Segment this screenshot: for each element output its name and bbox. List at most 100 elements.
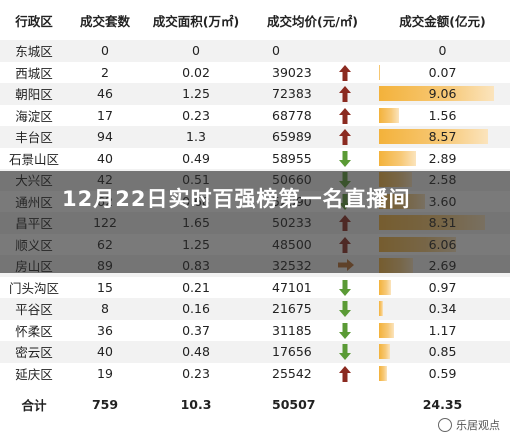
price-value: 39023 (272, 64, 312, 80)
amount-bar (379, 107, 399, 123)
amount-value: 0.59 (428, 365, 457, 381)
cell-area: 0.23 (142, 362, 250, 384)
price-value: 68778 (272, 107, 312, 123)
cell-units: 17 (68, 104, 142, 126)
cell-units: 15 (68, 276, 142, 298)
amount-value: 8.57 (428, 129, 457, 145)
overlay-title: 12月22日实时百强榜第一名直播间 (62, 187, 411, 211)
table-row: 延庆区 19 0.23 25542 0.59 (0, 362, 510, 384)
trend-down-arrow-icon (338, 279, 352, 296)
cell-district: 延庆区 (0, 362, 68, 384)
total-label: 合计 (0, 384, 68, 424)
cell-price: 31185 (250, 319, 375, 341)
cell-area: 0.16 (142, 298, 250, 320)
cell-area: 0 (142, 40, 250, 62)
price-value: 58955 (272, 150, 312, 166)
cell-units: 94 (68, 126, 142, 148)
cell-price: 17656 (250, 341, 375, 363)
table-row: 海淀区 17 0.23 68778 1.56 (0, 104, 510, 126)
price-value: 25542 (272, 365, 312, 381)
cell-area: 0.49 (142, 147, 250, 169)
cell-price: 0 (250, 40, 375, 62)
amount-bar (379, 301, 384, 316)
title-overlay (0, 171, 510, 273)
header-area: 成交面积(万㎡) (142, 0, 250, 40)
trend-down-arrow-icon (338, 322, 352, 339)
price-value: 72383 (272, 86, 312, 102)
table-row: 丰台区 94 1.3 65989 8.57 (0, 126, 510, 148)
cell-amount: 9.06 (375, 83, 510, 105)
cell-district: 平谷区 (0, 298, 68, 320)
cell-area: 1.3 (142, 126, 250, 148)
cell-price: 58955 (250, 147, 375, 169)
cell-district: 石景山区 (0, 147, 68, 169)
amount-bar (379, 365, 387, 381)
price-value: 47101 (272, 279, 312, 295)
total-price: 50507 (250, 384, 375, 424)
cell-amount: 8.57 (375, 126, 510, 148)
cell-units: 19 (68, 362, 142, 384)
trend-up-arrow-icon (338, 365, 352, 382)
cell-district: 东城区 (0, 40, 68, 62)
cell-amount: 1.17 (375, 319, 510, 341)
price-value: 21675 (272, 301, 312, 317)
trend-down-arrow-icon (338, 344, 352, 360)
trend-down-arrow-icon (338, 301, 352, 317)
amount-value: 0.07 (428, 64, 457, 80)
total-row: 合计 759 10.3 50507 24.35 (0, 384, 510, 424)
price-value: 0 (272, 43, 280, 59)
amount-bar (379, 129, 488, 144)
cell-area: 0.37 (142, 319, 250, 341)
amount-value: 9.06 (428, 86, 457, 102)
cell-area: 0.02 (142, 61, 250, 83)
header-units: 成交套数 (68, 0, 142, 40)
cell-units: 36 (68, 319, 142, 341)
amount-bar (379, 150, 416, 166)
cell-units: 0 (68, 40, 142, 62)
cell-units: 2 (68, 61, 142, 83)
table-row: 西城区 2 0.02 39023 0.07 (0, 61, 510, 83)
cell-units: 40 (68, 341, 142, 363)
table-row: 东城区 0 0 0 0 (0, 40, 510, 62)
amount-value: 2.89 (428, 150, 457, 166)
cell-price: 25542 (250, 362, 375, 384)
table-row: 平谷区 8 0.16 21675 0.34 (0, 298, 510, 320)
table-row: 石景山区 40 0.49 58955 2.89 (0, 147, 510, 169)
amount-bar (379, 86, 495, 101)
header-amount: 成交金额(亿元) (375, 0, 510, 40)
table-row: 密云区 40 0.48 17656 0.85 (0, 341, 510, 363)
cell-units: 8 (68, 298, 142, 320)
cell-price: 39023 (250, 61, 375, 83)
price-value: 65989 (272, 129, 312, 145)
cell-units: 40 (68, 147, 142, 169)
amount-value: 0.97 (428, 279, 457, 295)
cell-amount: 0 (375, 40, 510, 62)
header-district: 行政区 (0, 0, 68, 40)
amount-value: 1.56 (428, 107, 457, 123)
watermark: 乐居观点 (438, 417, 500, 433)
table-row: 门头沟区 15 0.21 47101 0.97 (0, 276, 510, 298)
trend-up-arrow-icon (338, 86, 352, 102)
cell-district: 西城区 (0, 61, 68, 83)
cell-area: 0.48 (142, 341, 250, 363)
amount-value: 1.17 (428, 322, 457, 338)
cell-amount: 1.56 (375, 104, 510, 126)
cell-price: 21675 (250, 298, 375, 320)
cell-district: 朝阳区 (0, 83, 68, 105)
cell-price: 65989 (250, 126, 375, 148)
trend-down-arrow-icon (338, 150, 352, 167)
cell-area: 0.23 (142, 104, 250, 126)
trend-up-arrow-icon (338, 64, 352, 81)
cell-amount: 0.85 (375, 341, 510, 363)
cell-area: 1.25 (142, 83, 250, 105)
watermark-logo-icon (438, 418, 452, 432)
cell-amount: 0.07 (375, 61, 510, 83)
total-units: 759 (68, 384, 142, 424)
cell-district: 海淀区 (0, 104, 68, 126)
cell-price: 68778 (250, 104, 375, 126)
cell-district: 怀柔区 (0, 319, 68, 341)
watermark-text: 乐居观点 (456, 419, 500, 432)
amount-bar (379, 344, 390, 359)
trend-up-arrow-icon (338, 107, 352, 124)
cell-amount: 0.59 (375, 362, 510, 384)
